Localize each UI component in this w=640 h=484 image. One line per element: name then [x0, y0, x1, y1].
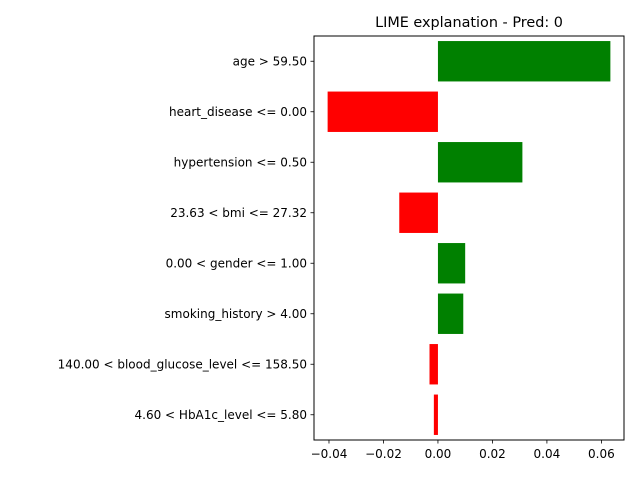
y-tick-label-6: 140.00 < blood_glucose_level <= 158.50: [58, 357, 307, 371]
y-tick-label-0: age > 59.50: [233, 54, 307, 68]
x-tick-label-0: −0.04: [311, 447, 348, 461]
y-tick-label-3: 23.63 < bmi <= 27.32: [170, 206, 307, 220]
y-tick-label-7: 4.60 < HbA1c_level <= 5.80: [135, 408, 307, 422]
bar-1: [327, 91, 438, 132]
bar-4: [437, 243, 466, 284]
x-tick-label-1: −0.02: [365, 447, 402, 461]
y-tick-label-2: hypertension <= 0.50: [174, 155, 307, 169]
x-tick-label-3: 0.02: [479, 447, 506, 461]
x-tick-label-2: 0.00: [425, 447, 452, 461]
plot-frame: [313, 35, 625, 441]
bar-6: [429, 344, 438, 385]
y-tick-label-1: heart_disease <= 0.00: [169, 105, 307, 119]
y-axis-ticks: age > 59.50 heart_disease <= 0.00 hyperten…: [58, 54, 314, 422]
y-tick-label-4: 0.00 < gender <= 1.00: [166, 256, 307, 270]
bar-2: [437, 142, 523, 183]
bar-5: [437, 293, 464, 334]
bars-layer: [327, 41, 611, 435]
y-tick-label-5: smoking_history > 4.00: [165, 307, 307, 321]
x-tick-label-5: 0.06: [588, 447, 615, 461]
x-tick-label-4: 0.04: [534, 447, 561, 461]
x-axis-ticks: −0.04 −0.02 0.00 0.02 0.04 0.06: [311, 440, 615, 461]
chart-title: LIME explanation - Pred: 0: [375, 15, 563, 31]
bar-7: [433, 394, 438, 435]
bar-3: [399, 192, 438, 233]
bar-0: [437, 41, 611, 82]
